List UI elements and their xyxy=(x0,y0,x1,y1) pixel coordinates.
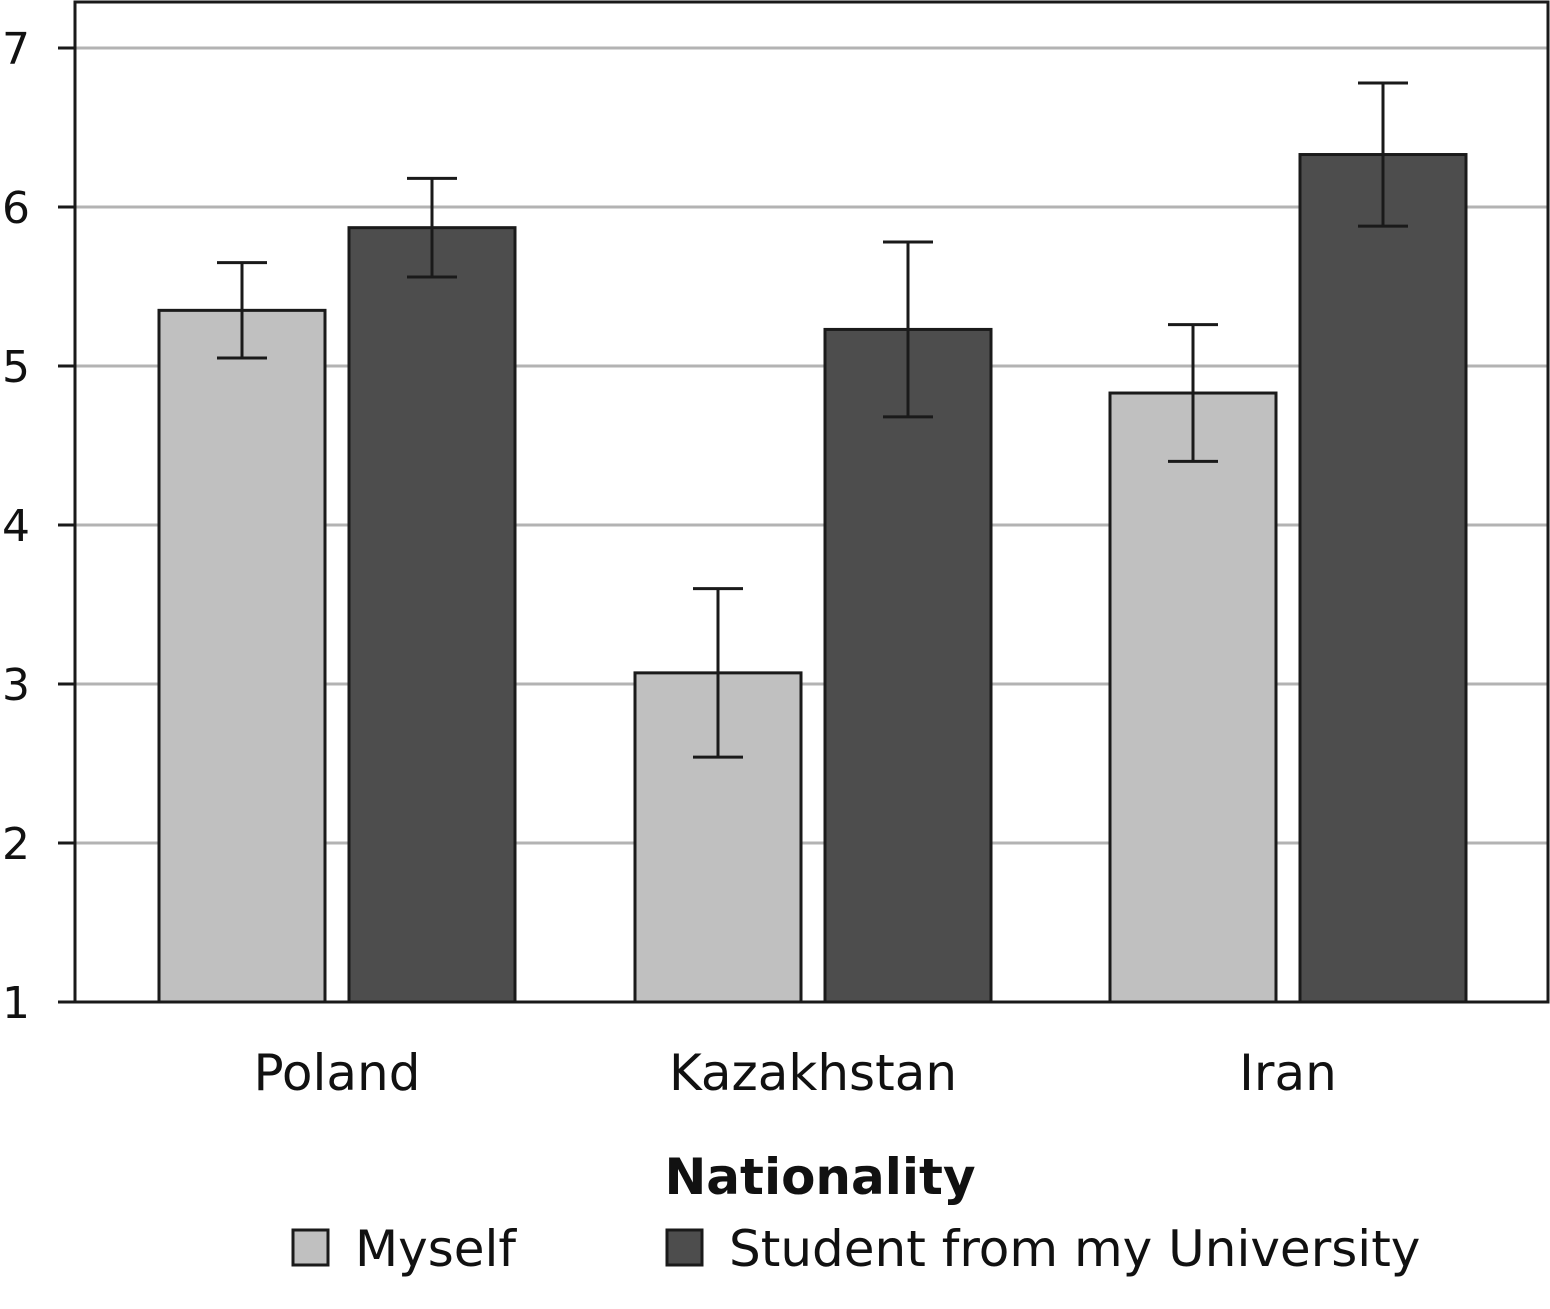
bar-iran-student xyxy=(1298,153,1468,1004)
x-category-label: Poland xyxy=(254,1044,421,1102)
legend-label-student: Student from my University xyxy=(729,1220,1420,1278)
legend: Myself Student from my University xyxy=(291,1220,1420,1278)
bar-poland-student xyxy=(347,226,517,1004)
x-axis-title: Nationality xyxy=(664,1148,975,1206)
plot-frame xyxy=(73,0,1550,1004)
y-tick-label: 4 xyxy=(2,501,30,552)
x-axis-labels: Poland Kazakhstan Iran xyxy=(254,1044,1337,1102)
y-tick-label: 2 xyxy=(2,819,30,870)
legend-label-myself: Myself xyxy=(355,1220,517,1278)
y-axis-ticks: 1 2 3 4 5 6 7 xyxy=(2,24,75,1029)
error-bars xyxy=(217,81,1408,759)
legend-swatch-student xyxy=(665,1228,704,1267)
y-tick-label: 6 xyxy=(2,183,30,234)
y-tick-label: 3 xyxy=(2,660,30,711)
y-tick-label: 1 xyxy=(2,978,30,1029)
x-category-label: Iran xyxy=(1239,1044,1337,1102)
bar-kazakhstan-student xyxy=(823,327,993,1004)
bar-iran-myself xyxy=(1108,391,1278,1004)
legend-swatch-myself xyxy=(291,1228,330,1267)
bar-poland-myself xyxy=(157,308,327,1004)
x-category-label: Kazakhstan xyxy=(669,1044,957,1102)
bars xyxy=(157,153,1468,1004)
y-tick-label: 5 xyxy=(2,342,30,393)
y-tick-label: 7 xyxy=(2,24,30,75)
